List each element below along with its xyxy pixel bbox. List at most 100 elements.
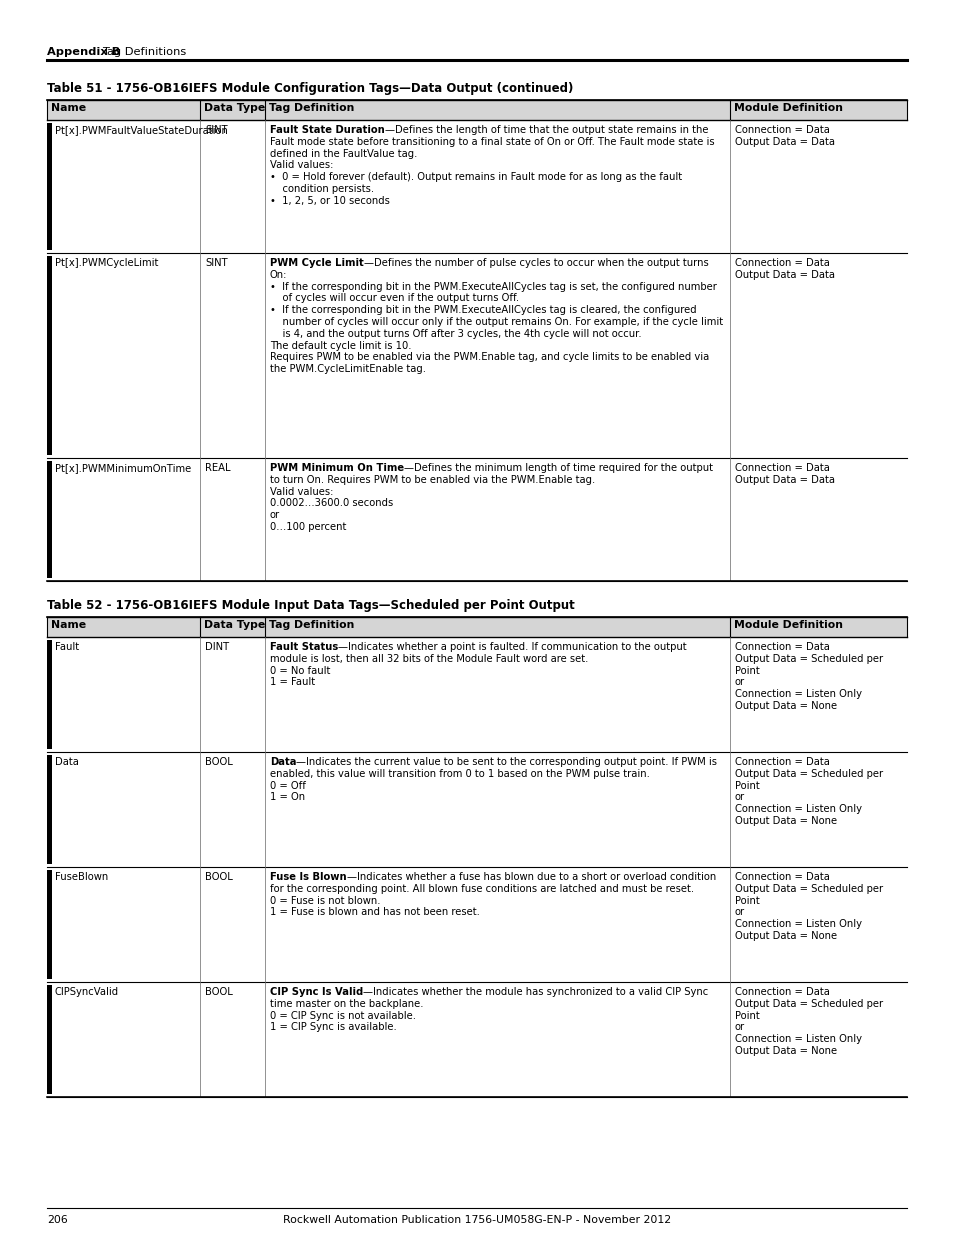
Text: 0 = Off: 0 = Off — [270, 781, 306, 790]
Text: 0.0002…3600.0 seconds: 0.0002…3600.0 seconds — [270, 499, 393, 509]
Text: SINT: SINT — [205, 125, 228, 135]
Text: Output Data = Data: Output Data = Data — [734, 474, 834, 485]
Bar — [47, 640, 52, 748]
Text: REAL: REAL — [205, 463, 231, 473]
Text: Table 52 - 1756-OB16IEFS Module Input Data Tags—Scheduled per Point Output: Table 52 - 1756-OB16IEFS Module Input Da… — [47, 599, 574, 613]
Text: •  If the corresponding bit in the PWM.ExecuteAllCycles tag is cleared, the conf: • If the corresponding bit in the PWM.Ex… — [270, 305, 696, 315]
Text: •  0 = Hold forever (default). Output remains in Fault mode for as long as the f: • 0 = Hold forever (default). Output rem… — [270, 172, 681, 183]
Text: 1 = CIP Sync is available.: 1 = CIP Sync is available. — [270, 1023, 396, 1032]
Text: Pt[x].PWMCycleLimit: Pt[x].PWMCycleLimit — [55, 258, 158, 268]
Text: —Indicates whether a fuse has blown due to a short or overload condition: —Indicates whether a fuse has blown due … — [346, 872, 715, 882]
Text: Valid values:: Valid values: — [270, 161, 333, 170]
Bar — [47, 869, 52, 979]
Text: Module Definition: Module Definition — [733, 103, 842, 112]
Bar — [47, 755, 52, 864]
Text: Fault Status: Fault Status — [270, 642, 338, 652]
Bar — [47, 461, 52, 578]
Text: —Defines the number of pulse cycles to occur when the output turns: —Defines the number of pulse cycles to o… — [363, 258, 708, 268]
Bar — [47, 100, 906, 120]
Text: time master on the backplane.: time master on the backplane. — [270, 999, 423, 1009]
Text: —Indicates whether the module has synchronized to a valid CIP Sync: —Indicates whether the module has synchr… — [363, 987, 708, 997]
Text: Tag Definition: Tag Definition — [269, 620, 354, 630]
Bar — [47, 618, 906, 637]
Text: PWM Minimum On Time: PWM Minimum On Time — [270, 463, 404, 473]
Text: Fault: Fault — [55, 642, 79, 652]
Text: PWM Cycle Limit: PWM Cycle Limit — [270, 258, 363, 268]
Text: DINT: DINT — [205, 642, 229, 652]
Text: Output Data = Scheduled per: Output Data = Scheduled per — [734, 769, 882, 779]
Text: —Indicates the current value to be sent to the corresponding output point. If PW: —Indicates the current value to be sent … — [296, 757, 717, 767]
Text: 0 = Fuse is not blown.: 0 = Fuse is not blown. — [270, 895, 380, 905]
Text: enabled, this value will transition from 0 to 1 based on the PWM pulse train.: enabled, this value will transition from… — [270, 769, 649, 779]
Text: Output Data = Scheduled per: Output Data = Scheduled per — [734, 653, 882, 663]
Text: is 4, and the output turns Off after 3 cycles, the 4th cycle will not occur.: is 4, and the output turns Off after 3 c… — [270, 329, 641, 338]
Text: or: or — [734, 678, 744, 688]
Bar — [47, 124, 52, 249]
Text: Connection = Data: Connection = Data — [734, 125, 829, 135]
Text: Fuse Is Blown: Fuse Is Blown — [270, 872, 346, 882]
Text: Point: Point — [734, 1010, 759, 1020]
Text: or: or — [734, 793, 744, 803]
Text: The default cycle limit is 10.: The default cycle limit is 10. — [270, 341, 411, 351]
Text: Output Data = Scheduled per: Output Data = Scheduled per — [734, 884, 882, 894]
Text: for the corresponding point. All blown fuse conditions are latched and must be r: for the corresponding point. All blown f… — [270, 884, 694, 894]
Text: Table 51 - 1756-OB16IEFS Module Configuration Tags—Data Output (continued): Table 51 - 1756-OB16IEFS Module Configur… — [47, 82, 573, 95]
Text: condition persists.: condition persists. — [270, 184, 374, 194]
Text: Module Definition: Module Definition — [733, 620, 842, 630]
Text: BOOL: BOOL — [205, 757, 233, 767]
Text: •  1, 2, 5, or 10 seconds: • 1, 2, 5, or 10 seconds — [270, 196, 390, 206]
Text: or: or — [734, 1023, 744, 1032]
Text: Pt[x].PWMMinimumOnTime: Pt[x].PWMMinimumOnTime — [55, 463, 191, 473]
Text: Requires PWM to be enabled via the PWM.Enable tag, and cycle limits to be enable: Requires PWM to be enabled via the PWM.E… — [270, 352, 708, 362]
Text: 1 = On: 1 = On — [270, 793, 305, 803]
Text: number of cycles will occur only if the output remains On. For example, if the c: number of cycles will occur only if the … — [270, 317, 722, 327]
Text: Connection = Listen Only: Connection = Listen Only — [734, 689, 862, 699]
Text: BOOL: BOOL — [205, 987, 233, 997]
Text: Connection = Listen Only: Connection = Listen Only — [734, 1034, 862, 1045]
Text: 206: 206 — [47, 1215, 68, 1225]
Text: Data: Data — [270, 757, 296, 767]
Text: to turn On. Requires PWM to be enabled via the PWM.Enable tag.: to turn On. Requires PWM to be enabled v… — [270, 474, 595, 485]
Text: Point: Point — [734, 781, 759, 790]
Bar — [47, 986, 52, 1094]
Text: •  If the corresponding bit in the PWM.ExecuteAllCycles tag is set, the configur: • If the corresponding bit in the PWM.Ex… — [270, 282, 716, 291]
Text: Connection = Data: Connection = Data — [734, 757, 829, 767]
Text: Connection = Data: Connection = Data — [734, 463, 829, 473]
Text: —Defines the length of time that the output state remains in the: —Defines the length of time that the out… — [384, 125, 707, 135]
Text: Connection = Data: Connection = Data — [734, 987, 829, 997]
Text: Connection = Data: Connection = Data — [734, 642, 829, 652]
Text: 0 = CIP Sync is not available.: 0 = CIP Sync is not available. — [270, 1010, 416, 1020]
Text: CIPSyncValid: CIPSyncValid — [55, 987, 119, 997]
Bar — [47, 256, 52, 454]
Text: the PWM.CycleLimitEnable tag.: the PWM.CycleLimitEnable tag. — [270, 364, 426, 374]
Text: Point: Point — [734, 895, 759, 905]
Text: Valid values:: Valid values: — [270, 487, 333, 496]
Text: Output Data = None: Output Data = None — [734, 931, 836, 941]
Text: CIP Sync Is Valid: CIP Sync Is Valid — [270, 987, 363, 997]
Text: On:: On: — [270, 269, 287, 280]
Text: Data: Data — [55, 757, 79, 767]
Text: Connection = Listen Only: Connection = Listen Only — [734, 804, 862, 814]
Text: Output Data = Scheduled per: Output Data = Scheduled per — [734, 999, 882, 1009]
Text: FuseBlown: FuseBlown — [55, 872, 108, 882]
Text: of cycles will occur even if the output turns Off.: of cycles will occur even if the output … — [270, 294, 518, 304]
Text: Connection = Data: Connection = Data — [734, 258, 829, 268]
Text: —Defines the minimum length of time required for the output: —Defines the minimum length of time requ… — [404, 463, 713, 473]
Text: Connection = Listen Only: Connection = Listen Only — [734, 919, 862, 929]
Text: defined in the FaultValue tag.: defined in the FaultValue tag. — [270, 148, 416, 158]
Text: BOOL: BOOL — [205, 872, 233, 882]
Text: Output Data = None: Output Data = None — [734, 701, 836, 711]
Text: Fault mode state before transitioning to a final state of On or Off. The Fault m: Fault mode state before transitioning to… — [270, 137, 714, 147]
Text: Data Type: Data Type — [204, 620, 265, 630]
Text: Appendix B: Appendix B — [47, 47, 120, 57]
Text: Data Type: Data Type — [204, 103, 265, 112]
Text: Connection = Data: Connection = Data — [734, 872, 829, 882]
Text: Name: Name — [51, 620, 86, 630]
Text: Output Data = None: Output Data = None — [734, 816, 836, 826]
Text: SINT: SINT — [205, 258, 228, 268]
Text: 0 = No fault: 0 = No fault — [270, 666, 330, 676]
Text: or: or — [734, 908, 744, 918]
Text: Name: Name — [51, 103, 86, 112]
Text: Output Data = Data: Output Data = Data — [734, 269, 834, 280]
Text: Tag Definition: Tag Definition — [269, 103, 354, 112]
